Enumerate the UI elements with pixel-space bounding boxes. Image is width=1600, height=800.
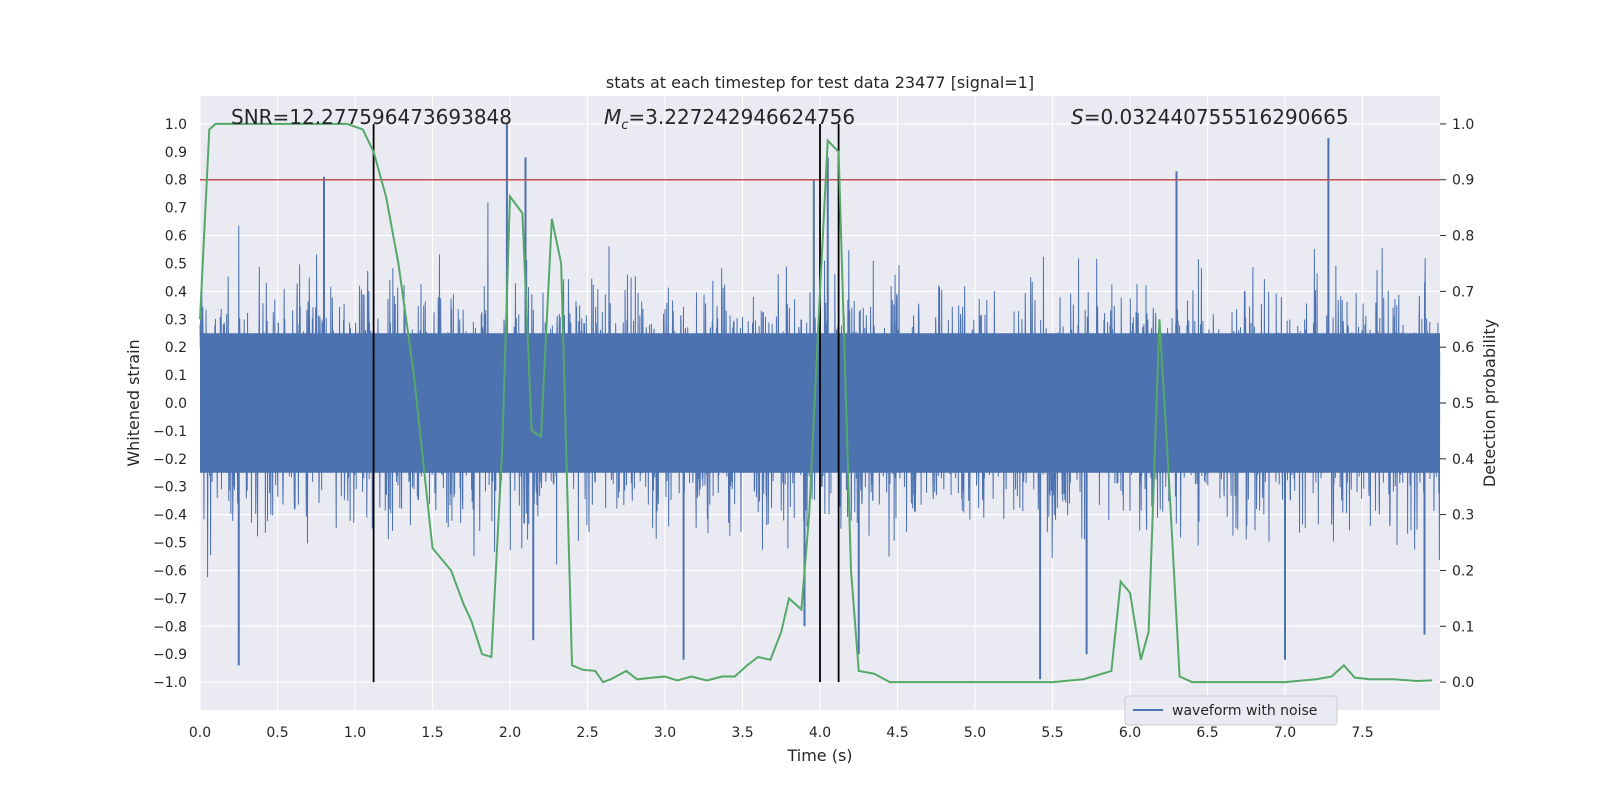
y-right-tick-label: 0.9 (1452, 173, 1474, 189)
y-left-tick-label: 0.9 (165, 145, 187, 161)
y-left-axis-ticks: 1.0 0.9 0.8 0.7 0.6 0.5 0.4 0.3 0.2 0.1 0.0 −0.1 −0.… (153, 117, 187, 691)
detection-probability-line (199, 122, 1433, 684)
y-left-tick-label: −0.2 (153, 452, 187, 468)
y-left-tick-label: 0.1 (165, 368, 187, 384)
x-tick-label: 3.0 (654, 725, 676, 741)
x-tick-label: 5.0 (964, 725, 986, 741)
y-right-tick-label: 0.7 (1452, 284, 1474, 300)
y-right-tick-label: 0.1 (1452, 619, 1474, 635)
vertical-markers (372, 123, 840, 683)
y-left-tick-label: −0.5 (153, 536, 187, 552)
y-right-tick-label: 0.0 (1452, 675, 1474, 691)
y-right-tick-label: 0.2 (1452, 563, 1474, 579)
x-tick-label: 2.5 (576, 725, 598, 741)
y-left-tick-label: −0.1 (153, 424, 187, 440)
legend-box (1124, 695, 1338, 726)
x-axis-label: Time (s) (786, 746, 852, 765)
y-right-tick-label: 0.6 (1452, 340, 1474, 356)
y-left-tick-label: −0.8 (153, 619, 187, 635)
y-left-tick-label: 0.8 (165, 173, 187, 189)
x-tick-label: 0.0 (189, 725, 211, 741)
y-left-tick-label: −0.3 (153, 480, 187, 496)
y-left-tick-label: 0.7 (165, 201, 187, 217)
y-right-tick-label: 1.0 (1452, 117, 1474, 133)
y-left-tick-label: 0.3 (165, 312, 187, 328)
y-left-tick-label: 0.2 (165, 340, 187, 356)
chart-title: stats at each timestep for test data 234… (606, 73, 1034, 92)
y-left-tick-label: 1.0 (165, 117, 187, 133)
y-left-tick-label: 0.0 (165, 396, 187, 412)
x-tick-label: 2.0 (499, 725, 521, 741)
x-tick-label: 6.5 (1196, 725, 1218, 741)
y-left-tick-label: −0.4 (153, 508, 187, 524)
y-left-tick-label: 0.6 (165, 229, 187, 245)
y-right-tick-label: 0.5 (1452, 396, 1474, 412)
y-left-tick-label: 0.5 (165, 256, 187, 272)
s-annotation: S=0.032440755516290665 (1071, 105, 1349, 129)
y-right-tick-label: 0.3 (1452, 508, 1474, 524)
chirp-mass-subscript: c (621, 118, 628, 133)
y-left-tick-label: −1.0 (153, 675, 187, 691)
x-tick-label: 5.5 (1041, 725, 1063, 741)
x-tick-label: 0.5 (266, 725, 288, 741)
y-right-axis-label: Detection probability (1480, 319, 1499, 487)
legend-label: waveform with noise (1172, 703, 1317, 719)
s-value: =0.032440755516290665 (1084, 105, 1349, 129)
chirp-mass-value: =3.227242946624756 (628, 105, 855, 129)
y-left-tick-label: −0.6 (153, 563, 187, 579)
y-left-axis-label: Whitened strain (124, 339, 143, 466)
x-tick-label: 3.5 (731, 725, 753, 741)
s-symbol: S (1071, 105, 1084, 129)
x-tick-label: 6.0 (1119, 725, 1141, 741)
x-tick-label: 4.5 (886, 725, 908, 741)
x-tick-label: 4.0 (809, 725, 831, 741)
chirp-mass-annotation: Mc=3.227242946624756 (604, 105, 855, 133)
x-tick-label: 1.5 (421, 725, 443, 741)
y-right-tick-label: 0.8 (1452, 229, 1474, 245)
x-tick-label: 7.5 (1351, 725, 1373, 741)
x-tick-label: 1.0 (344, 725, 366, 741)
y-left-tick-label: −0.7 (153, 591, 187, 607)
y-right-axis-ticks: 1.0 0.9 0.8 0.7 0.6 0.5 0.4 0.3 0.2 0.1 0.0 (1440, 117, 1474, 691)
legend: waveform with noise (1124, 695, 1338, 726)
x-axis-ticks: 0.0 0.5 1.0 1.5 2.0 2.5 3.0 3.5 4.0 4.5 5.0 5.5 6.0 6… (189, 725, 1374, 741)
y-right-tick-label: 0.4 (1452, 452, 1474, 468)
y-left-tick-label: 0.4 (165, 284, 187, 300)
x-tick-label: 7.0 (1274, 725, 1296, 741)
snr-annotation: SNR=12.277596473693848 (231, 105, 512, 129)
chirp-mass-symbol: M (604, 105, 621, 129)
y-left-tick-label: −0.9 (153, 647, 187, 663)
